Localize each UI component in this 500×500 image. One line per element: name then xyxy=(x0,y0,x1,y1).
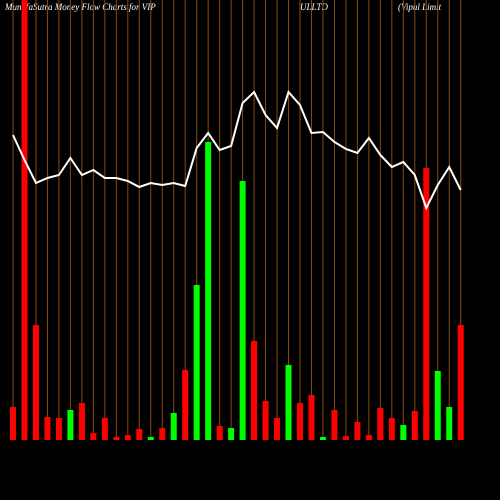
bar xyxy=(365,435,372,440)
bar xyxy=(228,428,235,440)
bar xyxy=(78,403,85,440)
bar xyxy=(434,371,441,440)
chart-title: (Vipul Limit xyxy=(398,2,442,12)
bar xyxy=(331,410,338,440)
bar xyxy=(354,422,361,440)
bar xyxy=(297,403,303,440)
bar xyxy=(205,142,212,440)
bar xyxy=(411,411,418,440)
chart-title: MunafaSutra Money Flow Charts for VIP xyxy=(4,2,156,12)
bar xyxy=(274,418,281,440)
bar xyxy=(124,435,131,440)
bar xyxy=(388,418,395,440)
bar xyxy=(170,413,177,440)
bar xyxy=(423,168,430,440)
bar xyxy=(400,425,407,440)
bar xyxy=(262,401,269,440)
bar xyxy=(90,433,97,440)
bar xyxy=(44,417,51,440)
bar xyxy=(10,407,16,440)
bar xyxy=(319,437,326,440)
bar xyxy=(239,181,246,440)
bar xyxy=(457,325,464,440)
bar xyxy=(285,365,292,440)
bar xyxy=(159,428,166,440)
bar xyxy=(101,418,108,440)
bar xyxy=(21,0,28,440)
bar xyxy=(32,325,39,440)
chart-title: ULLTD xyxy=(300,2,328,12)
bar xyxy=(55,418,62,440)
bar xyxy=(136,429,143,440)
bar xyxy=(147,437,154,440)
bar xyxy=(216,426,223,440)
money-flow-line xyxy=(12,90,462,211)
bar xyxy=(308,395,315,440)
bar xyxy=(193,285,200,440)
bar xyxy=(446,407,453,440)
bar xyxy=(67,410,74,440)
bar xyxy=(113,437,120,440)
bar xyxy=(182,370,189,440)
bar xyxy=(377,408,384,440)
bar xyxy=(342,436,349,440)
bar xyxy=(251,341,258,440)
